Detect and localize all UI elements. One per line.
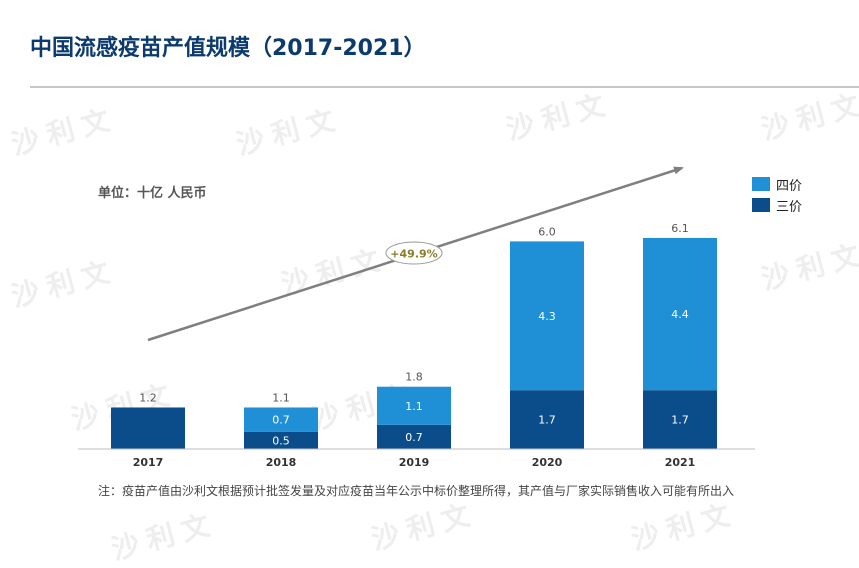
data-label-four-valent: 1.1 (405, 400, 423, 413)
data-label-four-valent: 4.3 (538, 310, 556, 323)
data-label-three-valent: 0.7 (405, 431, 423, 444)
footnote: 注：疫苗产值由沙利文根据预计批签发量及对应疫苗当年公示中标价整理所得，其产值与厂… (98, 484, 735, 498)
data-label-three-valent: 1.7 (538, 414, 556, 427)
data-label-three-valent: 1.7 (671, 414, 689, 427)
bar-segment-three-valent (643, 390, 717, 449)
data-label-three-valent: 0.5 (272, 434, 290, 447)
bar-segment-four-valent (643, 237, 717, 391)
cagr-badge (385, 241, 443, 265)
legend-swatch-four-valent (752, 177, 770, 191)
bar-segment-three-valent (111, 407, 185, 449)
x-tick-label: 2021 (665, 456, 696, 469)
legend-item-four-valent: 四价 (752, 175, 803, 194)
title-divider (30, 86, 859, 88)
data-label-four-valent: 0.7 (272, 414, 290, 427)
cagr-label: +49.9% (390, 248, 437, 261)
bar-segment-three-valent (377, 424, 451, 449)
data-label-total: 1.1 (272, 391, 290, 404)
legend-label-three-valent: 三价 (776, 199, 803, 215)
chart-legend: 四价 三价 (752, 175, 802, 217)
data-label-total: 1.8 (405, 371, 423, 384)
bar-segment-four-valent (510, 241, 584, 391)
data-label-total: 6.0 (538, 225, 556, 238)
x-tick-label: 2019 (399, 456, 430, 469)
data-label-four-valent: 4.4 (671, 308, 689, 321)
x-tick-label: 2020 (532, 456, 563, 469)
page-title: 中国流感疫苗产值规模（2017-2021） (30, 36, 426, 61)
data-label-total: 1.2 (139, 391, 157, 404)
data-label-total: 6.1 (671, 222, 689, 235)
legend-label-four-valent: 四价 (776, 178, 803, 194)
legend-item-three-valent: 三价 (752, 196, 803, 215)
bar-segment-four-valent (377, 386, 451, 425)
bar-segment-four-valent (244, 407, 318, 432)
x-tick-label: 2017 (133, 456, 164, 469)
legend-swatch-three-valent (752, 198, 770, 212)
bar-segment-three-valent (244, 431, 318, 449)
x-tick-label: 2018 (266, 456, 297, 469)
unit-label: 单位：十亿 人民币 (98, 186, 207, 201)
bar-segment-three-valent (510, 390, 584, 449)
